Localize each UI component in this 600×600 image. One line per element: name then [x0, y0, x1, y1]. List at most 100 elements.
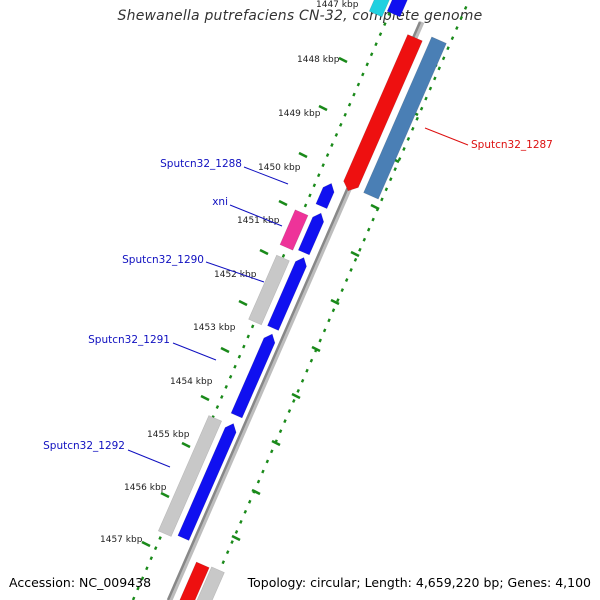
- major-tick: [200, 394, 210, 402]
- inner-tick-dot: [312, 183, 317, 188]
- gene-label-leader: [205, 261, 265, 283]
- outer-tick-dot: [415, 116, 419, 121]
- outer-tick-dot: [371, 217, 375, 222]
- feature-track: [157, 0, 447, 600]
- inner-tick-dot: [334, 132, 339, 137]
- major-tick: [238, 299, 248, 307]
- inner-tick-dot: [339, 122, 343, 127]
- gene-bottom-cds: [196, 566, 225, 600]
- kbp-tick-label: 1452 kbp: [214, 270, 257, 280]
- outer-tick-dot: [239, 519, 243, 524]
- outer-tick-dot: [278, 429, 283, 434]
- outer-tick-dot: [221, 560, 226, 565]
- inner-tick-dot: [136, 586, 140, 591]
- outer-tick-dot: [287, 409, 292, 413]
- inner-tick-dot: [361, 72, 365, 77]
- inner-tick-dot: [246, 334, 250, 339]
- major-tick: [160, 491, 170, 499]
- major-tick: [370, 203, 380, 211]
- gene-xni-blue: [297, 212, 325, 256]
- kbp-tick-label: 1457 kbp: [100, 535, 143, 545]
- gene-blue-fragment: [386, 0, 408, 18]
- gene-cyan-fragment: [368, 0, 390, 18]
- gene-label-leader: [243, 166, 289, 185]
- major-tick: [291, 392, 301, 400]
- outer-tick-dot: [366, 227, 371, 232]
- major-tick: [181, 441, 191, 449]
- kbp-tick-label: 1449 kbp: [278, 109, 321, 119]
- gene-label-leader: [127, 449, 171, 468]
- gene-sputcn32-1290: [267, 257, 307, 331]
- outer-tick-dot: [402, 147, 406, 151]
- gene-sputcn32-1290-cds: [248, 254, 290, 326]
- outer-tick-dot: [225, 550, 230, 555]
- outer-tick-dot: [309, 358, 314, 363]
- outer-tick-dot: [349, 267, 353, 272]
- inner-tick-dot: [228, 374, 233, 379]
- gene-label: Sputcn32_1291: [88, 334, 170, 346]
- outer-tick-dot: [433, 76, 437, 81]
- outer-tick-dot: [296, 388, 300, 393]
- kbp-tick-label: 1454 kbp: [170, 377, 213, 387]
- inner-tick-dot: [237, 354, 242, 359]
- accession-text: Accession: NC_009438: [9, 575, 152, 590]
- outer-tick-dot: [362, 237, 367, 242]
- outer-tick-dot: [393, 167, 397, 172]
- inner-tick-dot: [330, 143, 334, 147]
- gene-sputcn32-1287-red: [343, 34, 423, 192]
- major-tick: [220, 346, 230, 354]
- inner-tick-dot: [325, 153, 330, 158]
- kbp-label-layer: 1447 kbp 1448 kbp 1449 kbp 1450 kbp 1451 kbp…: [100, 0, 359, 545]
- inner-tick-dot: [356, 82, 361, 87]
- outer-tick-dot: [428, 86, 433, 91]
- inner-tick-dot: [215, 405, 220, 409]
- major-tick: [231, 534, 241, 542]
- outer-tick-dot: [247, 499, 252, 504]
- outer-tick-dot: [265, 459, 270, 464]
- major-tick: [251, 488, 261, 496]
- inner-tick-dot: [321, 163, 325, 168]
- gene-label-leader: [229, 204, 283, 227]
- kbp-tick-label: 1448 kbp: [297, 55, 340, 65]
- outer-tick-dot: [389, 177, 393, 182]
- outer-tick-dot: [336, 298, 340, 303]
- kbp-tick-label: 1455 kbp: [147, 430, 190, 440]
- inner-tick-dot: [158, 536, 162, 541]
- outer-tick-dot: [234, 530, 239, 534]
- gene-label: Sputcn32_1288: [160, 158, 242, 170]
- inner-tick-dot: [250, 324, 255, 329]
- outer-tick-dot: [463, 5, 468, 10]
- outer-tick-dot: [437, 66, 441, 71]
- outer-tick-dot: [411, 126, 415, 131]
- outer-tick-dot: [397, 157, 402, 162]
- kbp-tick-label: 1456 kbp: [124, 483, 167, 493]
- outer-tick-dot: [331, 308, 336, 313]
- outer-tick-dot: [283, 419, 287, 424]
- outer-tick-dot: [406, 136, 411, 141]
- kbp-tick-label: 1447 kbp: [316, 0, 359, 10]
- inner-tick-dot: [242, 344, 246, 349]
- inner-tick-dot: [149, 556, 154, 561]
- inner-tick-dot: [233, 364, 237, 369]
- major-tick: [259, 248, 269, 256]
- gene-xni-pink: [279, 209, 309, 251]
- gene-label: Sputcn32_1287: [471, 139, 553, 151]
- gene-bottom-red: [179, 561, 210, 600]
- inner-tick-dot: [365, 62, 369, 67]
- inner-tick-dot: [145, 566, 149, 571]
- major-tick: [311, 345, 321, 353]
- gene-sputcn32-1288: [315, 182, 335, 210]
- major-tick: [298, 151, 308, 159]
- major-tick: [318, 104, 328, 112]
- outer-tick-dot: [380, 197, 384, 202]
- inner-tick-dot: [374, 42, 378, 47]
- outer-tick-dot: [305, 368, 309, 373]
- inner-tick-dot: [220, 395, 224, 399]
- outer-tick-dot: [358, 247, 362, 252]
- major-tick: [141, 540, 151, 548]
- inner-tick-dot: [383, 22, 387, 27]
- kbp-tick-label: 1451 kbp: [237, 216, 280, 226]
- outer-tick-dot: [441, 56, 446, 61]
- major-tick: [338, 56, 348, 64]
